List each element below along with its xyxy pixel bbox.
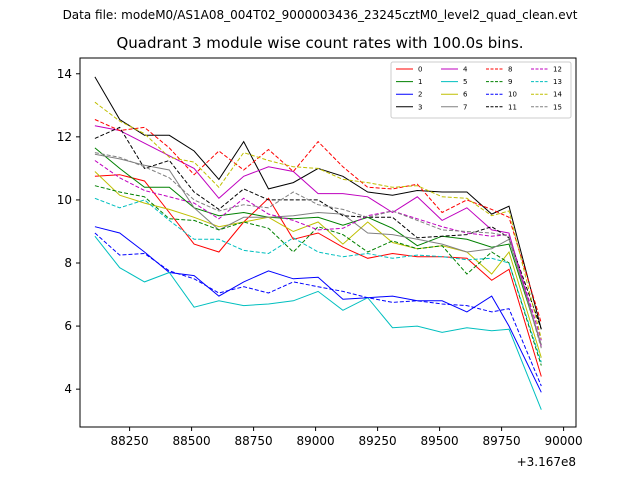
legend-label-3: 3 [418, 103, 422, 111]
legend-frame [390, 61, 572, 119]
series-line-12 [94, 160, 542, 341]
series-line-14 [94, 101, 542, 339]
legend-label-4: 4 [463, 66, 468, 74]
y-tick-label: 8 [64, 256, 72, 270]
series-line-11 [94, 126, 542, 330]
legend-label-5: 5 [463, 78, 467, 86]
legend-label-1: 1 [418, 78, 422, 86]
legend-label-7: 7 [463, 103, 467, 111]
series-line-5 [94, 235, 542, 410]
y-tick-label: 6 [64, 319, 72, 333]
series-line-15 [94, 152, 542, 349]
series-line-13 [94, 197, 542, 363]
legend-label-6: 6 [463, 91, 468, 99]
series-line-4 [94, 125, 542, 347]
series-line-8 [94, 119, 542, 324]
chart-title: Quadrant 3 module wise count rates with … [116, 34, 524, 52]
legend-label-2: 2 [418, 91, 422, 99]
series-line-1 [94, 147, 542, 346]
y-tick-label: 4 [64, 382, 72, 396]
legend-label-14: 14 [553, 91, 562, 99]
series-line-7 [94, 153, 542, 346]
series-line-9 [94, 185, 542, 366]
legend-label-10: 10 [508, 91, 517, 99]
legend-label-0: 0 [418, 66, 422, 74]
y-tick-label: 14 [57, 67, 72, 81]
x-tick-label: 89500 [421, 434, 459, 448]
x-tick-label: 89750 [483, 434, 521, 448]
series-line-0 [94, 174, 542, 377]
y-tick-label: 12 [57, 130, 72, 144]
x-tick-label: 88500 [173, 434, 211, 448]
x-tick-label: 88750 [235, 434, 273, 448]
x-axis: 88250 88500 88750 89000 89250 89500 89750 90000 [111, 427, 583, 448]
legend-label-15: 15 [553, 103, 562, 111]
series-lines [94, 76, 542, 410]
series-line-10 [94, 232, 542, 387]
y-axis: 4 6 8 10 12 14 [57, 67, 80, 396]
x-tick-label: 88250 [111, 434, 149, 448]
legend-label-13: 13 [553, 78, 562, 86]
figure-suptitle: Data file: modeM0/AS1A08_004T02_90000034… [62, 8, 578, 22]
x-tick-label: 89250 [359, 434, 397, 448]
x-offset-label: +3.167e8 [517, 455, 576, 469]
x-tick-label: 89000 [297, 434, 335, 448]
y-tick-label: 10 [57, 193, 72, 207]
legend-label-12: 12 [553, 66, 562, 74]
legend-label-8: 8 [508, 66, 512, 74]
legend-label-9: 9 [508, 78, 512, 86]
axes-frame [79, 57, 577, 428]
x-tick-label: 90000 [545, 434, 583, 448]
legend-label-11: 11 [508, 103, 517, 111]
